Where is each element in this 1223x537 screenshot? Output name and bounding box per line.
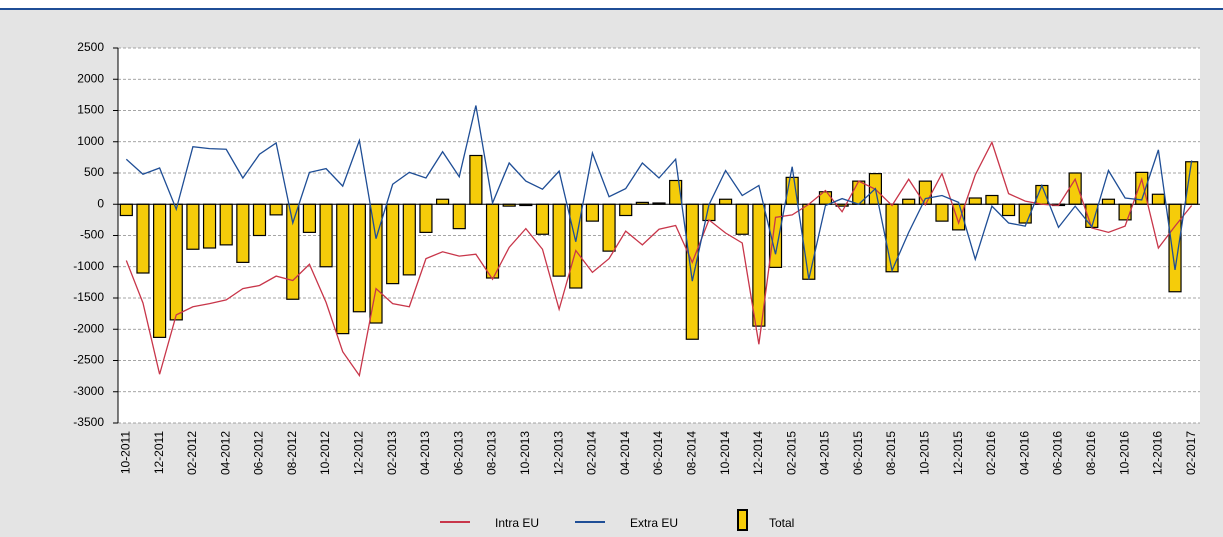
bar (219, 203, 233, 246)
y-tick-label: 0 (97, 196, 104, 210)
bar (252, 203, 267, 237)
bar (619, 203, 633, 217)
x-tick-label: 12-2015 (951, 431, 965, 475)
bar (1018, 203, 1032, 224)
bar (302, 203, 317, 233)
bar (153, 203, 167, 338)
legend-label: Total (769, 516, 794, 530)
x-tick-label: 02-2013 (385, 431, 399, 475)
x-tick-label: 04-2015 (818, 431, 832, 475)
bar (935, 203, 949, 222)
y-tick-label: 1500 (77, 103, 104, 117)
y-tick-label: 500 (84, 165, 104, 179)
line-series (125, 105, 1193, 282)
x-tick-label: 08-2016 (1084, 431, 1098, 475)
bar (718, 198, 733, 205)
bar (352, 203, 366, 313)
y-tick-label: -2000 (73, 321, 104, 335)
x-tick-label: 10-2011 (118, 431, 132, 474)
x-tick-label: 06-2014 (651, 431, 665, 475)
bar (452, 203, 466, 230)
y-tick-label: -3500 (73, 415, 104, 429)
x-tick-label: 02-2012 (185, 431, 199, 475)
bar (1001, 203, 1016, 217)
x-tick-label: 04-2016 (1017, 431, 1031, 475)
x-tick-label: 06-2015 (851, 431, 865, 475)
x-tick-label: 06-2012 (252, 431, 266, 475)
x-tick-label: 08-2012 (285, 431, 299, 475)
x-tick-label: 10-2016 (1117, 431, 1131, 475)
bar (269, 203, 283, 216)
bar (319, 203, 333, 268)
bar (119, 203, 133, 217)
x-tick-label: 12-2014 (751, 431, 765, 475)
y-tick-label: -1500 (73, 290, 104, 304)
bar (918, 180, 932, 205)
top-band (0, 0, 1223, 9)
bar (902, 198, 916, 205)
bar (286, 203, 300, 300)
bar (1118, 203, 1132, 221)
bar (1151, 193, 1165, 205)
x-tick-label: 08-2014 (684, 431, 698, 475)
legend-label: Intra EU (495, 516, 539, 530)
x-tick-label: 04-2013 (418, 431, 432, 475)
y-tick-label: -500 (80, 228, 104, 242)
x-tick-label: 04-2014 (618, 431, 632, 475)
x-tick-label: 04-2012 (218, 431, 232, 475)
y-tick-label: 1000 (77, 134, 104, 148)
bar (369, 203, 383, 324)
y-tick-label: -1000 (73, 259, 104, 273)
bar (436, 198, 450, 205)
bar (602, 203, 616, 252)
bar (336, 203, 350, 335)
bar (552, 203, 566, 277)
x-tick-label: 06-2016 (1051, 431, 1065, 475)
bar (985, 194, 999, 205)
x-tick-label: 12-2013 (551, 431, 565, 475)
x-tick-label: 12-2011 (152, 431, 166, 474)
x-tick-label: 10-2013 (518, 431, 532, 475)
bar (202, 203, 217, 249)
x-tick-label: 10-2012 (318, 431, 332, 475)
x-tick-label: 12-2016 (1151, 431, 1165, 475)
line-series (125, 140, 1193, 378)
bar (485, 203, 500, 279)
x-tick-label: 08-2015 (884, 431, 898, 475)
bar (535, 203, 550, 235)
bar (469, 154, 483, 205)
x-tick-label: 10-2014 (718, 431, 732, 475)
x-tick-label: 10-2015 (918, 431, 932, 475)
x-tick-label: 08-2013 (485, 431, 499, 475)
x-tick-label: 02-2014 (585, 431, 599, 475)
y-tick-label: -2500 (73, 353, 104, 367)
bar (236, 203, 250, 263)
bar (1168, 203, 1182, 293)
bar (968, 197, 982, 205)
y-tick-label: 2000 (77, 71, 104, 85)
x-tick-label: 06-2013 (451, 431, 465, 475)
bar (585, 203, 600, 222)
bar (1185, 161, 1199, 205)
bar (1101, 198, 1116, 205)
bar (402, 203, 416, 276)
x-tick-label: 12-2012 (352, 431, 366, 475)
y-tick-label: -3000 (73, 384, 104, 398)
bar (386, 203, 400, 285)
bar (685, 203, 699, 340)
x-tick-label: 02-2017 (1184, 431, 1198, 475)
bar (136, 203, 150, 274)
y-tick-label: 2500 (77, 40, 104, 54)
bar (419, 203, 433, 233)
x-tick-label: 02-2015 (784, 431, 798, 475)
legend-swatch (737, 509, 748, 531)
bar (169, 203, 183, 321)
x-tick-label: 02-2016 (984, 431, 998, 475)
bar (1068, 172, 1082, 205)
bar (186, 203, 200, 250)
bar (735, 203, 749, 235)
legend-label: Extra EU (630, 516, 678, 530)
bar (802, 203, 816, 280)
